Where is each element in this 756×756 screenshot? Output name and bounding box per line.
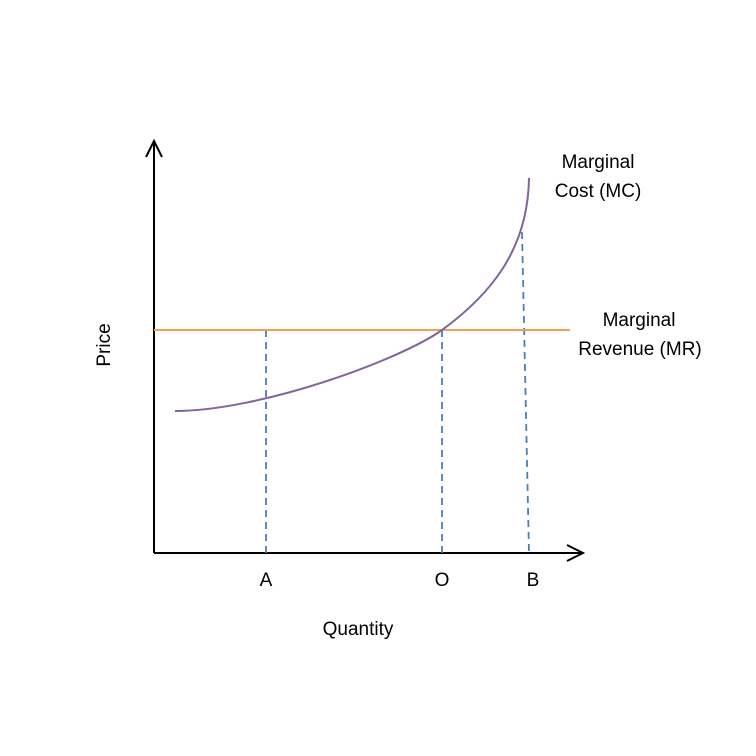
y-axis-label: Price bbox=[94, 323, 115, 366]
mc-label: Cost (MC) bbox=[555, 181, 642, 202]
point-label: O bbox=[435, 570, 450, 591]
mr-label: Revenue (MR) bbox=[578, 339, 702, 360]
mc-label: Marginal bbox=[562, 152, 635, 173]
mr-label: Marginal bbox=[603, 310, 676, 331]
y-axis-arrow bbox=[145, 138, 163, 158]
x-axis-arrow bbox=[566, 544, 586, 562]
guide-b bbox=[521, 231, 530, 554]
x-axis-label: Quantity bbox=[323, 619, 394, 640]
mc-curve bbox=[174, 177, 530, 412]
point-label: B bbox=[527, 570, 540, 591]
point-label: A bbox=[260, 570, 273, 591]
